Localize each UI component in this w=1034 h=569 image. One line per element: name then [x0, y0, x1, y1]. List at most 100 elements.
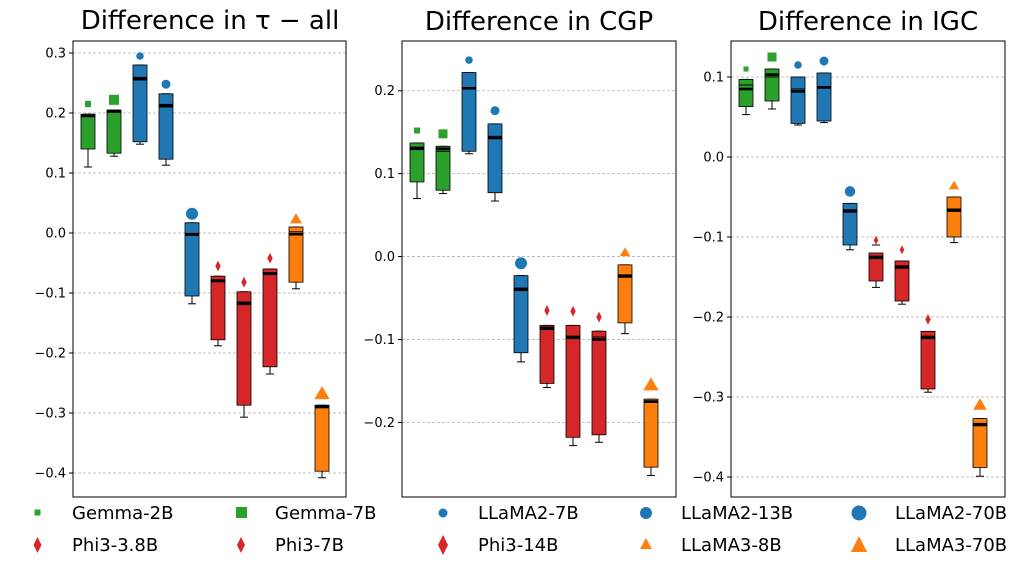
marker-tau-phi3-3-8b: [215, 260, 221, 272]
marker-igc-llama2-13b: [819, 56, 829, 66]
legend-entry-phi3-3-8b: Phi3-3.8B: [33, 535, 158, 556]
marker-cgp-llama3-70b: [643, 377, 659, 391]
marker-igc-llama3-8b: [948, 180, 960, 190]
ytick-label-tau-5: −0.2: [34, 347, 66, 362]
ytick-label-tau-7: −0.4: [34, 467, 66, 482]
legend-marker-llama2-70b: [851, 505, 867, 521]
box-tau-llama3-70b: [314, 404, 330, 472]
ytick-label-tau-6: −0.3: [34, 407, 66, 422]
legend-entry-phi3-14b: Phi3-14B: [438, 535, 558, 556]
marker-cgp-llama2-13b: [490, 106, 500, 116]
box-cgp-llama2-70b: [513, 275, 529, 354]
box-cgp-gemma-7b: [435, 145, 451, 191]
box-igc-phi3-14b: [920, 330, 936, 390]
marker-tau-gemma-7b: [109, 94, 119, 105]
axes-frame-cgp: [401, 40, 677, 498]
marker-cgp-phi3-7b: [570, 305, 576, 317]
legend-label-phi3-3-8b: Phi3-3.8B: [72, 535, 158, 556]
ytick-label-igc-2: −0.1: [692, 231, 724, 246]
legend-label-gemma-7b: Gemma-7B: [275, 503, 376, 524]
marker-cgp-llama3-8b: [619, 247, 631, 256]
box-igc-llama3-70b: [972, 418, 988, 468]
marker-igc-gemma-2b: [743, 66, 749, 72]
box-tau-phi3-7b: [236, 291, 252, 406]
box-cgp-llama3-8b: [617, 264, 633, 324]
marker-igc-gemma-7b: [767, 52, 777, 62]
panel-title-igc: Difference in IGC: [758, 7, 978, 37]
ytick-label-cgp-0: 0.2: [374, 84, 395, 99]
marker-tau-llama2-70b: [186, 207, 198, 220]
box-tau-llama2-70b: [184, 222, 200, 297]
box-igc-llama2-13b: [816, 72, 832, 122]
legend-label-phi3-14b: Phi3-14B: [478, 535, 558, 556]
box-tau-llama2-7b: [132, 64, 148, 143]
legend-marker-gemma-2b: [34, 509, 41, 516]
legend-marker-phi3-7b: [237, 537, 245, 553]
ytick-label-cgp-1: 0.1: [374, 167, 395, 182]
box-cgp-phi3-14b: [591, 330, 607, 436]
marker-cgp-gemma-2b: [414, 127, 420, 134]
marker-igc-llama3-70b: [973, 398, 987, 410]
box-tau-llama3-8b: [288, 226, 304, 283]
ytick-label-tau-2: 0.1: [45, 167, 66, 182]
marker-tau-llama3-70b: [314, 386, 330, 400]
box-cgp-llama3-70b: [643, 398, 659, 468]
legend-marker-llama3-8b: [640, 538, 652, 549]
ytick-label-igc-1: 0.0: [703, 151, 724, 166]
legend-entry-gemma-7b: Gemma-7B: [236, 503, 376, 524]
marker-igc-phi3-14b: [925, 314, 931, 325]
legend-marker-llama3-70b: [851, 536, 867, 552]
box-cgp-llama2-13b: [487, 123, 503, 194]
panel-tau: 0.3 0.2 0.1 0.0 −0.1 −0.2 −0.3 −0.4: [34, 40, 347, 498]
box-igc-phi3-7b: [894, 260, 910, 302]
ytick-label-tau-4: −0.1: [34, 287, 66, 302]
panel-cgp: 0.2 0.1 0.0 −0.1 −0.2: [363, 40, 677, 498]
ytick-label-cgp-2: 0.0: [374, 250, 395, 265]
legend-label-llama2-70b: LLaMA2-70B: [895, 503, 1007, 524]
legend: Gemma-2B Gemma-7B LLaMA2-7B LLaMA2-13B L…: [33, 503, 1007, 556]
legend-entry-llama2-70b: LLaMA2-70B: [851, 503, 1007, 524]
legend-label-phi3-7b: Phi3-7B: [275, 535, 344, 556]
box-igc-gemma-2b: [738, 79, 754, 108]
ytick-label-igc-4: −0.3: [692, 391, 724, 406]
marker-cgp-llama2-70b: [515, 257, 527, 270]
panel-igc: 0.1 0.0 −0.1 −0.2 −0.3 −0.4: [692, 40, 1006, 498]
legend-marker-phi3-14b: [438, 535, 448, 555]
ytick-label-igc-0: 0.1: [703, 71, 724, 86]
legend-marker-llama2-13b: [640, 507, 652, 519]
ytick-label-tau-3: 0.0: [45, 227, 66, 242]
box-tau-phi3-3-8b: [210, 275, 226, 341]
marker-igc-phi3-3-8b: [873, 235, 879, 245]
box-igc-phi3-3-8b: [868, 252, 884, 282]
ytick-label-tau-1: 0.2: [45, 107, 66, 122]
box-tau-llama2-13b: [158, 93, 174, 160]
legend-label-llama2-7b: LLaMA2-7B: [478, 503, 579, 524]
box-tau-phi3-14b: [262, 268, 278, 368]
marker-tau-phi3-14b: [267, 252, 273, 264]
legend-entry-llama3-8b: LLaMA3-8B: [640, 535, 782, 556]
legend-marker-phi3-3-8b: [33, 537, 42, 553]
marker-tau-llama2-7b: [136, 52, 144, 60]
ytick-label-igc-3: −0.2: [692, 311, 724, 326]
marker-igc-llama2-70b: [844, 186, 856, 197]
axes-frame-igc: [730, 40, 1006, 498]
marker-igc-phi3-7b: [899, 245, 905, 255]
box-igc-llama2-70b: [842, 202, 858, 246]
marker-cgp-phi3-14b: [596, 311, 602, 323]
legend-label-llama2-13b: LLaMA2-13B: [681, 503, 793, 524]
marker-tau-llama3-8b: [290, 213, 302, 224]
legend-entry-llama2-7b: LLaMA2-7B: [438, 503, 579, 524]
legend-marker-gemma-7b: [236, 507, 247, 518]
marker-tau-phi3-7b: [241, 276, 247, 288]
box-tau-gemma-7b: [106, 109, 122, 154]
legend-entry-phi3-7b: Phi3-7B: [237, 535, 344, 556]
ytick-label-cgp-4: −0.2: [363, 416, 395, 431]
marker-tau-llama2-13b: [161, 79, 171, 89]
marker-cgp-gemma-7b: [438, 129, 448, 139]
ytick-label-tau-0: 0.3: [45, 47, 66, 62]
legend-entry-llama2-13b: LLaMA2-13B: [640, 503, 793, 524]
box-cgp-llama2-7b: [461, 72, 477, 152]
legend-marker-llama2-7b: [438, 508, 448, 518]
panel-title-cgp: Difference in CGP: [425, 7, 653, 37]
